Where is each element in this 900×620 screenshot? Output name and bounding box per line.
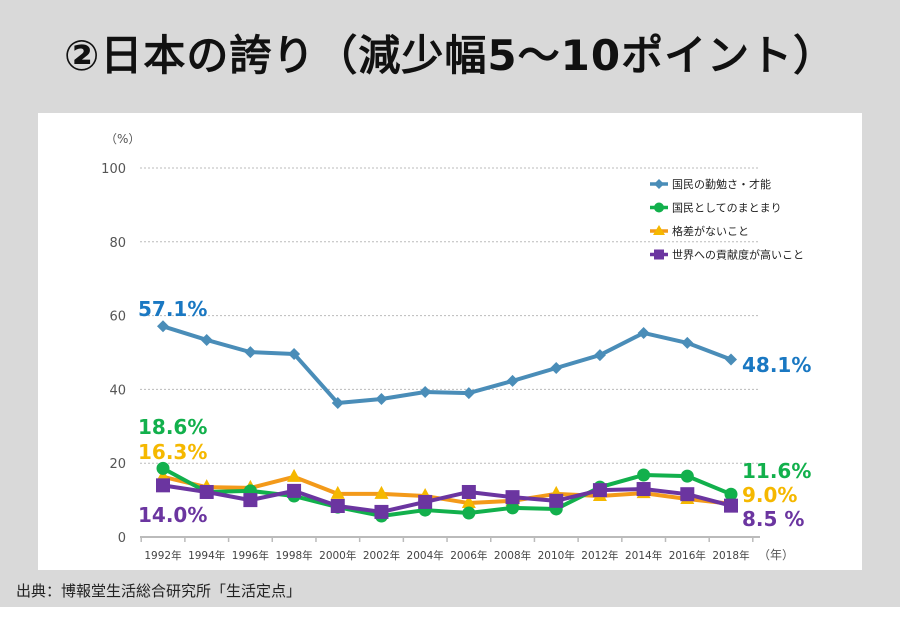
start-value-label: 16.3% xyxy=(138,440,207,464)
x-tick-label: 1996年 xyxy=(232,549,269,562)
data-point-square xyxy=(636,482,651,497)
end-value-label: 48.1% xyxy=(742,353,811,377)
x-tick-label: 2014年 xyxy=(625,549,662,562)
data-point-diamond xyxy=(550,361,563,374)
data-point-square xyxy=(549,493,564,508)
x-tick-label: 2012年 xyxy=(581,549,618,562)
data-point-square xyxy=(724,498,738,513)
end-value-label: 8.5 % xyxy=(742,507,804,531)
legend-label: 国民としてのまとまり xyxy=(672,202,782,215)
y-tick-label: 40 xyxy=(109,383,126,398)
data-point-square xyxy=(199,484,214,499)
start-value-label: 57.1% xyxy=(138,297,207,321)
x-tick-label: 2000年 xyxy=(319,549,356,562)
data-point-square xyxy=(156,478,170,493)
x-tick-label: 2008年 xyxy=(494,549,531,562)
data-point-circle xyxy=(724,487,738,501)
data-point-triangle xyxy=(461,495,476,509)
data-point-diamond xyxy=(462,387,475,400)
data-point-circle xyxy=(156,461,170,475)
x-tick-label: 2006年 xyxy=(450,549,487,562)
data-point-circle xyxy=(680,469,694,483)
data-point-diamond xyxy=(593,349,606,362)
data-point-square xyxy=(243,493,258,508)
x-tick-label: 1998年 xyxy=(275,549,312,562)
x-tick-label: 2010年 xyxy=(538,549,575,562)
y-tick-label: 60 xyxy=(109,310,126,325)
y-tick-label: 20 xyxy=(109,457,126,472)
data-point-diamond xyxy=(244,346,257,359)
series-line xyxy=(162,324,732,406)
legend-marker xyxy=(654,202,664,213)
legend-label: 格差がないこと xyxy=(672,224,749,238)
data-point-circle xyxy=(637,468,651,482)
start-value-label: 18.6% xyxy=(138,415,207,439)
page-title: ②日本の誇り（減少幅5〜10ポイント） xyxy=(63,31,837,80)
legend-marker xyxy=(654,249,664,260)
data-point-square xyxy=(680,487,695,502)
data-point-diamond xyxy=(725,353,737,366)
data-point-diamond xyxy=(157,320,169,333)
end-value-label: 9.0% xyxy=(742,483,797,507)
data-point-diamond xyxy=(506,374,519,387)
data-point-diamond xyxy=(375,392,388,405)
data-point-diamond xyxy=(419,385,432,398)
data-point-diamond xyxy=(331,397,344,410)
end-value-label: 11.6% xyxy=(742,459,811,483)
data-point-square xyxy=(592,483,607,498)
legend-label: 国民の勤勉さ・才能 xyxy=(672,177,771,191)
data-point-triangle xyxy=(287,468,302,482)
series-line xyxy=(162,474,732,506)
x-tick-label: 2018年 xyxy=(712,549,749,562)
data-point-square xyxy=(374,504,389,519)
y-tick-label: 80 xyxy=(109,236,126,251)
data-point-square xyxy=(461,484,476,499)
data-point-square xyxy=(418,494,433,509)
data-point-diamond xyxy=(288,347,301,360)
data-point-diamond xyxy=(681,336,694,349)
data-point-circle xyxy=(462,506,476,520)
data-point-square xyxy=(287,483,302,498)
data-point-circle xyxy=(506,501,520,515)
y-tick-label: 0 xyxy=(118,531,126,546)
x-axis-unit: （年） xyxy=(758,548,794,562)
x-tick-label: 1992年 xyxy=(144,549,181,562)
legend-marker xyxy=(653,225,665,235)
data-point-diamond xyxy=(200,333,213,346)
series-line xyxy=(162,466,732,518)
data-point-triangle xyxy=(374,485,389,499)
series-line xyxy=(162,483,732,514)
data-point-square xyxy=(505,490,520,505)
source-note: 出典：博報堂生活総合研究所「生活定点」 xyxy=(16,582,302,600)
legend-marker xyxy=(654,179,664,189)
data-point-diamond xyxy=(637,326,650,339)
y-axis-unit: （%） xyxy=(105,132,140,146)
start-value-label: 14.0% xyxy=(138,503,207,527)
x-tick-label: 2002年 xyxy=(363,549,400,562)
legend-label: 世界への貢献度が高いこと xyxy=(672,248,804,262)
x-tick-label: 1994年 xyxy=(188,549,225,562)
x-tick-label: 2016年 xyxy=(669,549,706,562)
y-tick-label: 100 xyxy=(101,162,126,177)
x-tick-label: 2004年 xyxy=(407,549,444,562)
data-point-square xyxy=(330,499,345,514)
data-point-triangle xyxy=(330,485,345,499)
